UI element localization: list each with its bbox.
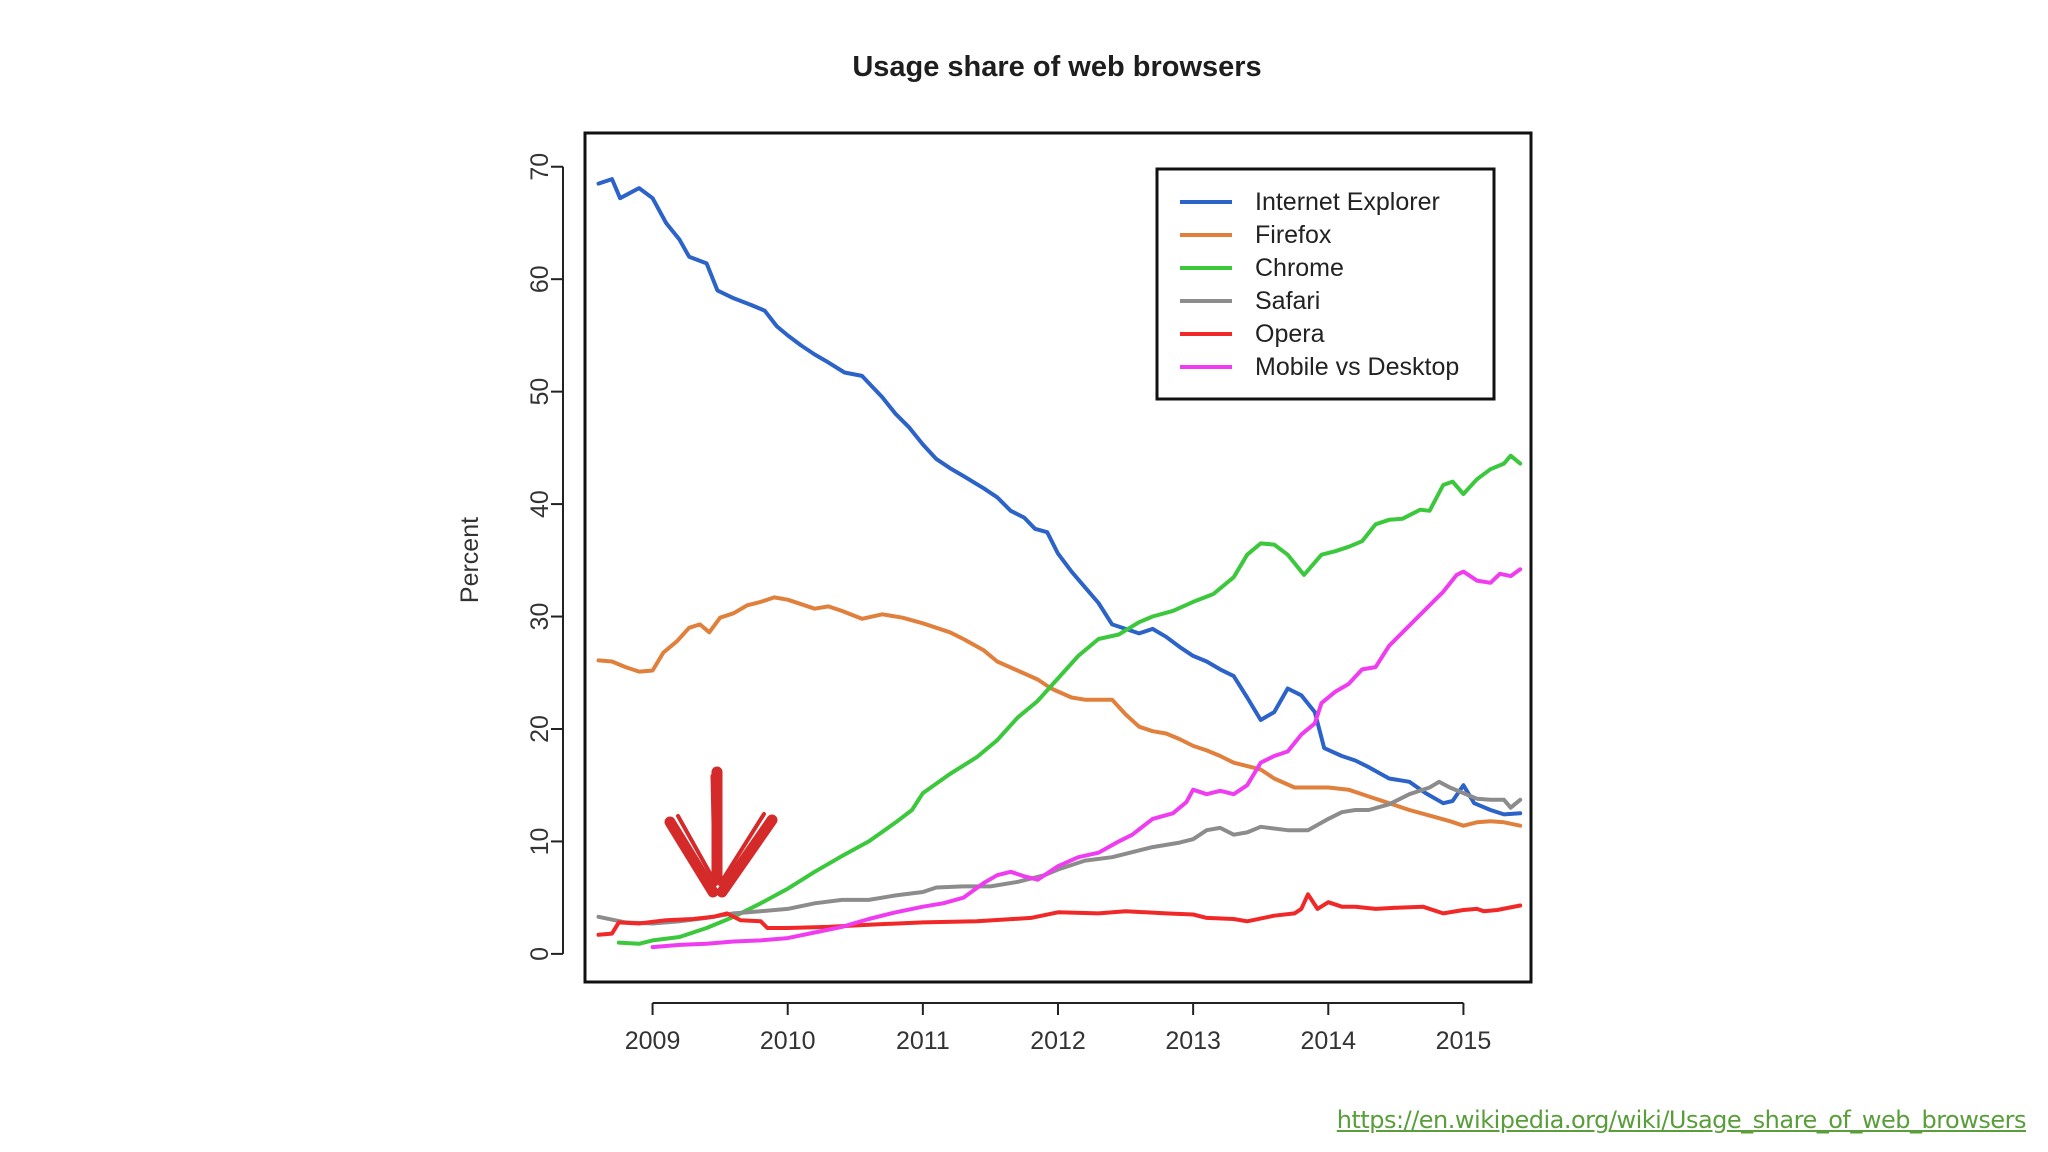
arrow-head-right-inner: [718, 812, 766, 886]
series-line-chrome: [616, 453, 1523, 946]
x-tick-label: 2015: [1436, 1027, 1492, 1055]
x-tick-label: 2014: [1300, 1027, 1356, 1055]
legend-label: Mobile vs Desktop: [1255, 353, 1459, 381]
y-tick-label: 30: [526, 603, 554, 631]
x-tick-label: 2010: [760, 1027, 816, 1055]
series-lines: [596, 177, 1523, 950]
y-tick-label: 50: [526, 378, 554, 406]
arrow-head-right: [716, 814, 778, 898]
arrow-head-left-inner: [676, 814, 718, 886]
y-tick-label: 20: [526, 715, 554, 743]
y-axis-label: Percent: [456, 517, 484, 603]
y-tick-label: 10: [526, 828, 554, 856]
legend-label: Firefox: [1255, 221, 1332, 249]
arrow-head-left: [664, 816, 719, 898]
x-tick-label: 2013: [1165, 1027, 1221, 1055]
y-tick-label: 70: [526, 153, 554, 181]
plot-frame: [583, 131, 1533, 984]
legend: Internet Explorer Firefox Chrome Safari Oper…: [1155, 167, 1496, 401]
axes: 2009 2010 2011 2012 2013 2014 2015 0 10 20 30 40 50 6…: [526, 153, 1491, 1055]
y-tick-label: 0: [526, 947, 554, 961]
red-arrow-annotation: [664, 766, 778, 898]
x-tick-label: 2009: [625, 1027, 681, 1055]
legend-label: Opera: [1255, 320, 1325, 348]
legend-label: Internet Explorer: [1255, 188, 1440, 216]
series-line-opera: [596, 892, 1523, 937]
y-tick-label: 40: [526, 490, 554, 518]
series-line-safari: [596, 779, 1523, 926]
series-line-mobile-vs-desktop: [650, 567, 1523, 950]
legend-label: Chrome: [1255, 254, 1344, 282]
series-line-internet-explorer: [596, 177, 1523, 817]
source-link[interactable]: https://en.wikipedia.org/wiki/Usage_shar…: [1336, 1106, 2027, 1134]
y-tick-label: 60: [526, 265, 554, 293]
chart-title: Usage share of web browsers: [852, 51, 1261, 83]
series-line-firefox: [596, 595, 1523, 828]
legend-box: [1155, 167, 1496, 401]
arrow-shaft-inner: [710, 773, 718, 875]
legend-label: Safari: [1255, 287, 1320, 315]
x-tick-label: 2011: [896, 1027, 950, 1055]
x-tick-label: 2012: [1030, 1027, 1086, 1055]
